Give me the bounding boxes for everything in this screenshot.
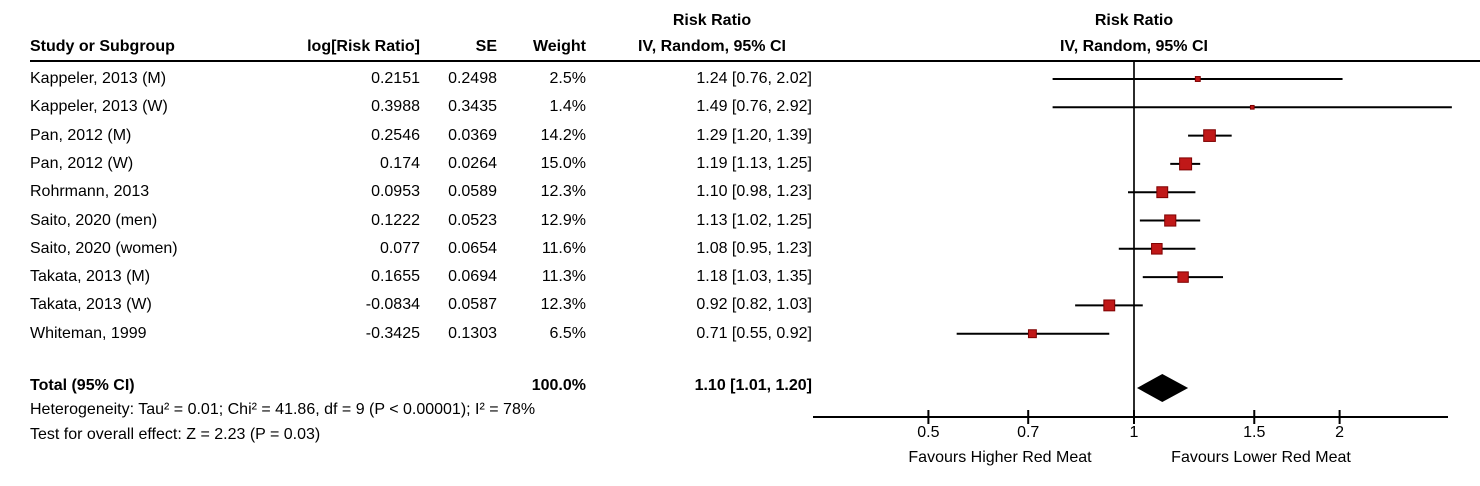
x-axis-tick-label: 1 [1129,424,1139,441]
pooled-diamond [1137,374,1189,402]
x-axis-tick-label: 2 [1335,424,1345,441]
study-ci: 1.24 [0.76, 2.02] [696,70,812,87]
study-log-rr: 0.2151 [371,70,420,87]
study-log-rr: 0.1222 [371,211,420,229]
study-se: 0.0694 [448,268,497,286]
study-weight: 6.5% [549,324,586,342]
study-name: Kappeler, 2013 (W) [30,98,168,116]
plot-risk-ratio-title: Risk Ratio [1094,12,1174,29]
study-weight: 11.3% [541,268,586,286]
effect-square [1179,157,1193,171]
study-se: 0.0589 [448,183,497,201]
study-ci: 0.92 [0.82, 1.03] [696,296,812,314]
effect-square [1194,76,1201,82]
study-log-rr: 0.0953 [371,183,420,201]
study-ci: 1.10 [0.98, 1.23] [696,183,812,201]
study-name: Rohrmann, 2013 [30,183,150,201]
study-weight: 12.3% [540,183,586,201]
total-row-ci: 1.10 [1.01, 1.20] [694,377,812,394]
col-header-se: SE [475,38,497,55]
study-se: 0.3435 [448,98,497,116]
heterogeneity-text: Heterogeneity: Tau² = 0.01; Chi² = 41.86… [30,401,536,418]
study-name: Saito, 2020 (women) [30,239,178,257]
study-se: 0.0264 [448,154,497,172]
study-log-rr: 0.1655 [371,268,420,286]
x-axis-tick-label: 1.5 [1243,424,1266,441]
study-se: 0.2498 [448,70,497,87]
study-log-rr: 0.077 [379,239,420,257]
study-log-rr: 0.174 [379,154,420,172]
study-weight: 12.3% [540,296,586,314]
total-row-label: Total (95% CI) [30,377,135,394]
study-name: Pan, 2012 (W) [30,154,134,172]
effect-square [1249,104,1255,110]
study-weight: 2.5% [549,70,586,87]
study-name: Takata, 2013 (M) [30,268,151,286]
effect-square [1203,129,1216,142]
study-name: Saito, 2020 (men) [30,211,158,229]
study-ci: 1.49 [0.76, 2.92] [696,98,812,116]
study-se: 0.0523 [448,211,497,229]
effect-square [1027,329,1037,339]
study-log-rr: 0.2546 [371,126,420,144]
col-header-study: Study or Subgroup [30,38,175,55]
effect-square [1151,243,1163,255]
total-row-weight: 100.0% [531,377,586,394]
effect-square [1156,186,1169,199]
col-header-weight: Weight [532,38,586,55]
study-weight: 12.9% [540,211,586,229]
study-ci: 1.08 [0.95, 1.23] [696,239,812,257]
overall-effect-text: Test for overall effect: Z = 2.23 (P = 0… [30,426,321,443]
study-name: Pan, 2012 (M) [30,126,132,144]
table-risk-ratio-title: Risk Ratio [672,12,752,29]
favours-left-label: Favours Higher Red Meat [908,449,1092,466]
study-se: 0.1303 [448,324,497,342]
study-se: 0.0654 [448,239,497,257]
x-axis-tick-label: 0.5 [917,424,940,441]
effect-square [1164,214,1177,227]
plot-ci-subtitle: IV, Random, 95% CI [1060,38,1208,55]
study-log-rr: -0.0834 [365,296,420,314]
study-log-rr: -0.3425 [365,324,420,342]
study-weight: 14.2% [540,126,586,144]
study-ci: 1.29 [1.20, 1.39] [696,126,812,144]
study-name: Whiteman, 1999 [30,324,147,342]
study-ci: 1.13 [1.02, 1.25] [696,211,812,229]
study-weight: 1.4% [549,98,586,116]
col-header-ci: IV, Random, 95% CI [638,38,786,55]
favours-right-label: Favours Lower Red Meat [1171,449,1351,466]
effect-square [1177,271,1189,283]
study-ci: 0.71 [0.55, 0.92] [696,324,812,342]
study-weight: 15.0% [540,154,586,172]
study-se: 0.0369 [448,126,497,144]
col-header-log-risk-ratio: log[Risk Ratio] [307,38,420,55]
study-ci: 1.18 [1.03, 1.35] [696,268,812,286]
study-weight: 11.6% [541,239,586,257]
study-ci: 1.19 [1.13, 1.25] [696,154,812,172]
study-name: Takata, 2013 (W) [30,296,152,314]
study-log-rr: 0.3988 [371,98,420,116]
study-name: Kappeler, 2013 (M) [30,70,167,87]
x-axis-tick-label: 0.7 [1017,424,1040,441]
effect-square [1103,299,1116,312]
study-se: 0.0587 [448,296,497,314]
